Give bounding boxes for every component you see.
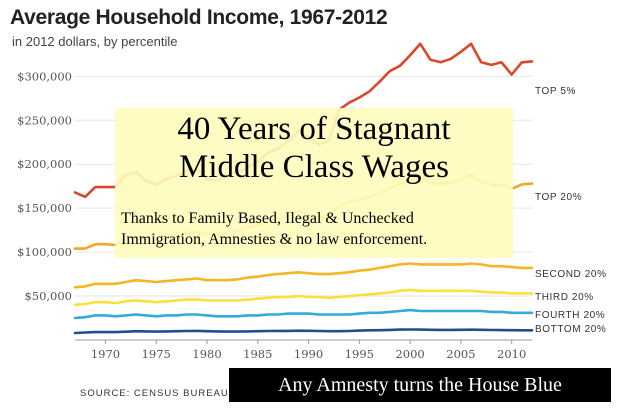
- overlay-body: Thanks to Family Based, Ilegal & Uncheck…: [121, 208, 513, 250]
- x-axis-ticks: 1970 1975 1980 1985 1990 1995 2000 2005 2010: [91, 340, 526, 361]
- x-tick-label: 1975: [142, 347, 171, 361]
- x-tick-label: 1990: [294, 347, 323, 361]
- chart-title: Average Household Income, 1967-2012: [10, 6, 388, 29]
- series-label: TOP 20%: [535, 192, 582, 203]
- series-label: FOURTH 20%: [535, 310, 605, 321]
- series-label: TOP 5%: [535, 86, 576, 97]
- y-axis-ticks: $50,000 $100,000 $150,000 $200,000 $250,000 $…: [17, 69, 72, 303]
- series-label: BOTTOM 20%: [535, 324, 606, 335]
- x-tick-label: 1985: [243, 347, 272, 361]
- series-labels: TOP 5% TOP 20% SECOND 20% THIRD 20% FOURTH 2…: [535, 86, 607, 335]
- overlay-callout: 40 Years of Stagnant Middle Class Wages …: [115, 108, 513, 258]
- x-tick-label: 2010: [497, 347, 526, 361]
- y-tick-label: $100,000: [17, 245, 72, 259]
- overlay-headline: 40 Years of Stagnant Middle Class Wages: [115, 110, 513, 186]
- y-tick-label: $150,000: [17, 201, 72, 215]
- overlay-body-line2: Immigration, Amnesties & no law enforcem…: [121, 231, 428, 248]
- series-line-bottom-20-: [73, 328, 534, 335]
- x-tick-label: 2005: [446, 347, 475, 361]
- chart-subtitle: in 2012 dollars, by percentile: [12, 34, 178, 49]
- x-tick-label: 1980: [192, 347, 221, 361]
- series-line-fourth-20-: [73, 308, 534, 320]
- overlay-headline-line2: Middle Class Wages: [179, 149, 449, 185]
- overlay-body-line1: Thanks to Family Based, Ilegal & Uncheck…: [121, 210, 414, 227]
- series-label: THIRD 20%: [535, 292, 594, 303]
- series-label: SECOND 20%: [535, 269, 607, 280]
- x-tick-label: 2000: [395, 347, 424, 361]
- series-line-second-20-: [73, 262, 534, 289]
- y-tick-label: $50,000: [24, 289, 72, 303]
- y-tick-label: $300,000: [17, 69, 72, 83]
- y-tick-label: $200,000: [17, 157, 72, 171]
- source-note: SOURCE: CENSUS BUREAU: [80, 388, 229, 399]
- amnesty-banner: Any Amnesty turns the House Blue: [229, 368, 611, 402]
- x-tick-label: 1970: [91, 347, 120, 361]
- overlay-headline-line1: 40 Years of Stagnant: [177, 111, 451, 147]
- series-line-third-20-: [73, 288, 534, 307]
- y-tick-label: $250,000: [17, 113, 72, 127]
- x-tick-label: 1995: [345, 347, 374, 361]
